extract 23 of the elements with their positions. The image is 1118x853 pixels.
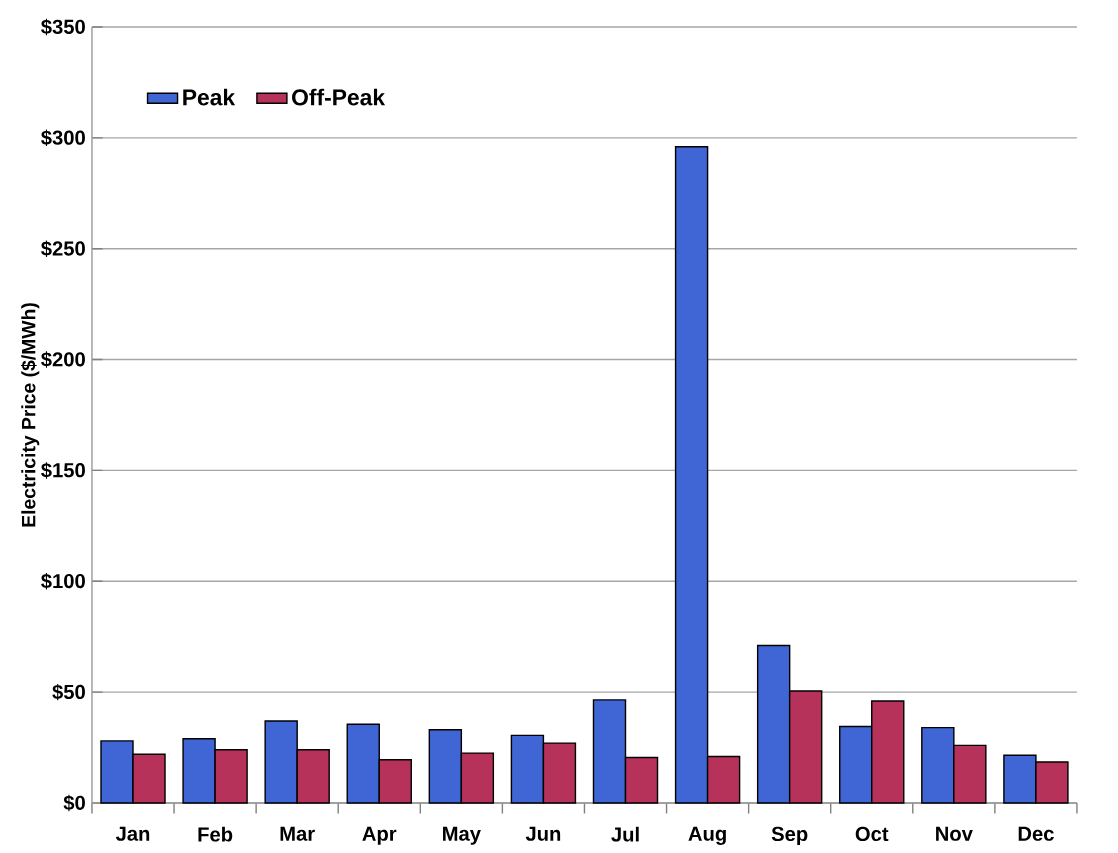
x-tick-label: Dec xyxy=(1018,826,1054,841)
y-axis-title: Electricity Price ($/MWh) xyxy=(20,303,40,527)
x-tick-label: Nov xyxy=(936,826,973,841)
x-tick-label: Feb xyxy=(198,826,233,842)
x-tick-label: May xyxy=(443,826,481,845)
y-tick-label: $300 xyxy=(41,129,85,147)
y-tick-label: $350 xyxy=(41,18,85,36)
y-tick-label: $150 xyxy=(41,462,85,479)
x-tick-label: Mar xyxy=(280,826,315,841)
x-tick-label: Jul xyxy=(611,826,639,842)
x-tick-label: Aug xyxy=(688,826,726,845)
y-tick-label: $0 xyxy=(63,794,85,812)
y-tick-label: $100 xyxy=(41,573,85,590)
legend-label: Off-Peak xyxy=(292,88,386,106)
x-tick-label: Apr xyxy=(362,826,397,845)
y-tick-label: $200 xyxy=(41,351,85,368)
y-tick-label: $250 xyxy=(41,240,85,257)
x-tick-label: Jun xyxy=(525,826,561,841)
x-tick-label: Sep xyxy=(771,826,808,846)
x-tick-label: Oct xyxy=(855,826,889,842)
legend-label: Peak xyxy=(183,88,236,106)
x-tick-label: Jan xyxy=(115,826,150,841)
y-tick-label: $50 xyxy=(52,683,85,701)
